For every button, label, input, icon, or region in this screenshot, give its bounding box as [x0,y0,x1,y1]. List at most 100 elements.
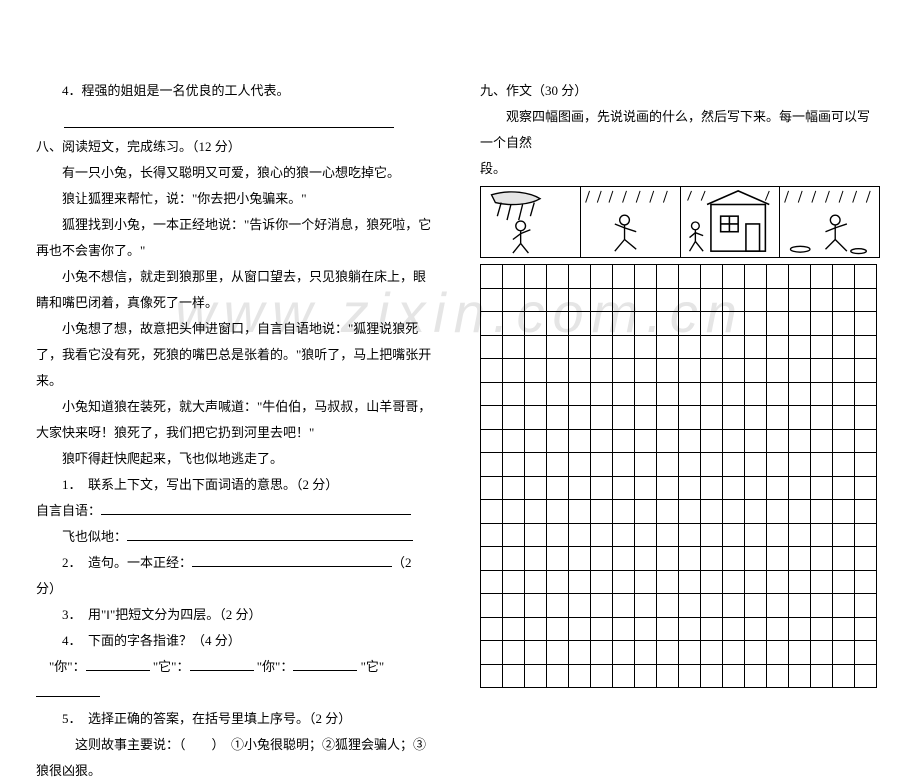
grid-cell[interactable] [679,641,701,665]
grid-cell[interactable] [613,664,635,688]
grid-cell[interactable] [811,406,833,430]
grid-cell[interactable] [701,382,723,406]
blank-line-q7-4[interactable] [64,110,394,128]
grid-cell[interactable] [679,453,701,477]
grid-cell[interactable] [657,265,679,289]
grid-cell[interactable] [481,617,503,641]
grid-cell[interactable] [701,288,723,312]
grid-cell[interactable] [855,500,877,524]
grid-cell[interactable] [613,570,635,594]
grid-cell[interactable] [767,359,789,383]
grid-cell[interactable] [569,547,591,571]
grid-cell[interactable] [635,664,657,688]
grid-cell[interactable] [701,335,723,359]
grid-cell[interactable] [745,664,767,688]
grid-cell[interactable] [679,570,701,594]
grid-cell[interactable] [789,500,811,524]
grid-cell[interactable] [481,453,503,477]
grid-cell[interactable] [679,594,701,618]
grid-cell[interactable] [657,359,679,383]
grid-cell[interactable] [525,359,547,383]
grid-cell[interactable] [767,641,789,665]
grid-cell[interactable] [789,664,811,688]
grid-cell[interactable] [613,594,635,618]
grid-cell[interactable] [833,288,855,312]
grid-cell[interactable] [547,476,569,500]
grid-cell[interactable] [811,476,833,500]
grid-cell[interactable] [481,500,503,524]
grid-cell[interactable] [833,617,855,641]
writing-grid[interactable] [480,264,877,688]
grid-cell[interactable] [723,453,745,477]
grid-cell[interactable] [613,335,635,359]
grid-cell[interactable] [745,382,767,406]
grid-cell[interactable] [547,547,569,571]
grid-cell[interactable] [701,406,723,430]
grid-cell[interactable] [679,312,701,336]
grid-cell[interactable] [547,664,569,688]
q1a-blank[interactable] [101,514,411,515]
grid-cell[interactable] [613,382,635,406]
grid-cell[interactable] [833,453,855,477]
grid-cell[interactable] [591,617,613,641]
grid-cell[interactable] [613,641,635,665]
grid-cell[interactable] [767,594,789,618]
grid-cell[interactable] [701,429,723,453]
grid-cell[interactable] [811,594,833,618]
grid-cell[interactable] [745,288,767,312]
grid-cell[interactable] [591,429,613,453]
grid-cell[interactable] [657,641,679,665]
grid-cell[interactable] [503,476,525,500]
grid-cell[interactable] [679,429,701,453]
grid-cell[interactable] [481,641,503,665]
grid-cell[interactable] [525,335,547,359]
grid-cell[interactable] [525,500,547,524]
grid-cell[interactable] [833,664,855,688]
grid-cell[interactable] [679,547,701,571]
grid-cell[interactable] [503,359,525,383]
grid-cell[interactable] [789,265,811,289]
grid-cell[interactable] [723,523,745,547]
grid-cell[interactable] [525,523,547,547]
grid-cell[interactable] [525,288,547,312]
grid-cell[interactable] [811,547,833,571]
grid-cell[interactable] [657,312,679,336]
grid-cell[interactable] [723,406,745,430]
grid-cell[interactable] [503,429,525,453]
grid-cell[interactable] [481,265,503,289]
grid-cell[interactable] [657,476,679,500]
grid-cell[interactable] [723,288,745,312]
grid-cell[interactable] [745,617,767,641]
grid-cell[interactable] [525,312,547,336]
grid-cell[interactable] [767,547,789,571]
grid-cell[interactable] [855,570,877,594]
grid-cell[interactable] [855,359,877,383]
grid-cell[interactable] [833,641,855,665]
grid-cell[interactable] [679,335,701,359]
grid-cell[interactable] [635,594,657,618]
grid-cell[interactable] [591,406,613,430]
grid-cell[interactable] [723,664,745,688]
grid-cell[interactable] [767,664,789,688]
grid-cell[interactable] [503,288,525,312]
grid-cell[interactable] [547,523,569,547]
grid-cell[interactable] [481,476,503,500]
grid-cell[interactable] [767,288,789,312]
grid-cell[interactable] [503,312,525,336]
grid-cell[interactable] [525,664,547,688]
grid-cell[interactable] [789,429,811,453]
grid-cell[interactable] [767,312,789,336]
grid-cell[interactable] [679,664,701,688]
grid-cell[interactable] [503,617,525,641]
grid-cell[interactable] [745,500,767,524]
grid-cell[interactable] [789,382,811,406]
grid-cell[interactable] [855,664,877,688]
grid-cell[interactable] [745,476,767,500]
grid-cell[interactable] [613,429,635,453]
grid-cell[interactable] [657,406,679,430]
q2-blank[interactable] [192,566,392,567]
grid-cell[interactable] [613,617,635,641]
grid-cell[interactable] [613,312,635,336]
grid-cell[interactable] [745,406,767,430]
grid-cell[interactable] [723,312,745,336]
